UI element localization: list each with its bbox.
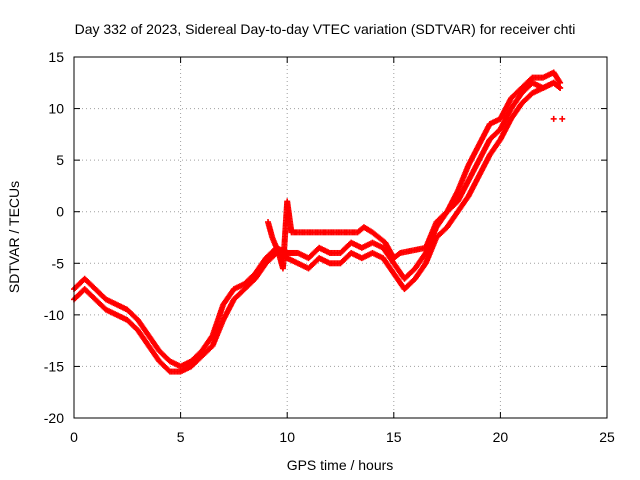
x-tick-label: 25 [599,429,615,445]
y-tick-label: -10 [44,307,64,323]
x-tick-label: 20 [493,429,509,445]
y-tick-label: 10 [48,101,64,117]
x-tick-label: 10 [279,429,295,445]
y-tick-label: 5 [56,152,64,168]
tick-layer: 0 5 10 15 20 25 -20 -15 -10 -5 0 5 10 15 [44,49,615,445]
y-axis-label: SDTVAR / TECUs [6,181,22,293]
y-tick-label: 15 [48,49,64,65]
plot-frame [73,56,608,419]
x-tick-label: 15 [386,429,402,445]
grid-layer [74,57,607,418]
y-tick-label: -5 [52,255,65,271]
chart-title: Day 332 of 2023, Sidereal Day-to-day VTE… [75,21,576,37]
x-axis-label: GPS time / hours [287,457,394,473]
x-tick-label: 0 [70,429,78,445]
data-layer [71,69,566,375]
x-tick-label: 5 [177,429,185,445]
y-tick-label: 0 [56,204,64,220]
y-tick-label: -20 [44,410,64,426]
data-point [557,84,564,91]
data-point [550,115,557,122]
y-tick-label: -15 [44,358,64,374]
data-point [559,115,566,122]
data-point [557,79,564,86]
